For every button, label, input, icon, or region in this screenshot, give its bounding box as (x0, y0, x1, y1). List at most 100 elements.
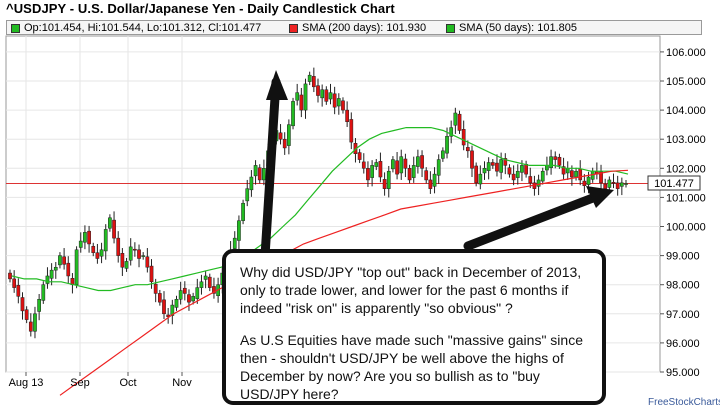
y-tick-label: 96.000 (666, 338, 700, 350)
y-tick-label: 100.000 (666, 222, 706, 234)
candle-up (416, 156, 420, 167)
candle-up (574, 170, 578, 178)
candle-up (449, 127, 454, 137)
candle-up (391, 159, 395, 170)
candle-up (624, 183, 628, 185)
candle-up (237, 220, 241, 241)
candle-up (170, 304, 175, 316)
candle-up (399, 156, 404, 174)
candle-down (578, 168, 583, 181)
candle-down (257, 167, 262, 181)
candle-down (311, 76, 316, 88)
candle-up (33, 313, 37, 332)
y-tick-label: 97.000 (666, 309, 700, 321)
candle-down (407, 168, 412, 181)
legend-ohlc-text: Op:101.454, Hi:101.544, Lo:101.312, Cl:1… (24, 22, 262, 34)
candle-up (124, 261, 129, 269)
candle-down (324, 89, 329, 102)
annotation-arrows (260, 70, 614, 261)
candle-up (441, 150, 445, 159)
footer-credit: FreeStockCharts (648, 397, 720, 408)
candle-up (520, 165, 524, 173)
legend-sma50-swatch-icon (446, 23, 455, 33)
callout-paragraph-2: As U.S Equities have made such "massive … (240, 332, 583, 402)
candle-down (465, 147, 470, 152)
callout-paragraph-1: Why did USD/JPY "top out" back in Decemb… (240, 264, 582, 316)
candle-down (153, 283, 158, 294)
candle-up (141, 255, 146, 257)
candle-up (486, 162, 491, 171)
candle-up (53, 266, 58, 271)
y-tick-label: 106.000 (666, 47, 706, 59)
candle-down (8, 272, 12, 280)
candle-up (515, 170, 520, 178)
sma200-line (59, 169, 629, 396)
legend-sma200-text: SMA (200 days): 101.930 (302, 22, 427, 34)
legend-ohlc-swatch-icon (11, 23, 20, 33)
legend-ohlc: Op:101.454, Hi:101.544, Lo:101.312, Cl:1… (11, 22, 261, 34)
x-axis: Aug 13 Sep Oct Nov (9, 372, 192, 389)
candle-up (328, 92, 333, 100)
x-tick-label: Oct (119, 377, 136, 389)
candle-up (536, 179, 541, 187)
candle-up (253, 165, 258, 177)
candle-up (103, 229, 108, 252)
candle-down (137, 249, 141, 259)
x-tick-label: Aug 13 (9, 377, 44, 389)
candle-down (345, 109, 349, 122)
candle-down (561, 166, 566, 175)
candle-down (182, 287, 187, 294)
y-tick-label: 102.000 (666, 163, 706, 175)
candle-up (291, 101, 295, 127)
candle-down (524, 163, 528, 175)
candle-up (108, 217, 112, 229)
last-price-marker: 101.477 (647, 175, 701, 191)
candle-up (453, 112, 458, 126)
candle-up (411, 165, 416, 178)
x-tick-label: Sep (70, 377, 90, 389)
candle-up (482, 168, 487, 174)
candle-down (366, 168, 370, 181)
arrow-shaft-right (463, 191, 603, 251)
y-tick-label: 101.000 (666, 192, 706, 204)
candle-up (549, 156, 553, 168)
candle-up (191, 296, 195, 302)
candle-up (478, 173, 483, 185)
y-tick-label: 98.000 (666, 280, 700, 292)
last-price-label: 101.477 (654, 178, 694, 190)
candle-down (457, 113, 462, 131)
candle-up (370, 165, 374, 178)
y-axis: 106.000 105.000 104.000 103.000 102.000 101.0… (660, 47, 706, 379)
candle-up (445, 136, 449, 154)
legend-sma200-swatch-icon (289, 23, 298, 33)
candle-down (87, 230, 91, 245)
candle-down (361, 161, 366, 169)
arrow-head-up-icon (266, 70, 288, 100)
candle-down (133, 248, 137, 251)
candle-down (24, 309, 29, 320)
candle-down (570, 170, 574, 178)
legend-bar: Op:101.454, Hi:101.544, Lo:101.312, Cl:1… (6, 20, 702, 35)
candle-up (232, 237, 237, 249)
candle-up (432, 173, 437, 187)
candle-down (582, 180, 587, 187)
candle-down (395, 160, 399, 175)
candle-down (470, 150, 474, 169)
arrow-head-right-icon (586, 186, 614, 208)
candle-up (83, 232, 87, 243)
candle-down (278, 132, 283, 140)
candle-down (461, 129, 466, 146)
candle-down (528, 176, 533, 184)
candle-up (565, 168, 570, 174)
candle-up (99, 249, 104, 257)
candle-up (436, 159, 441, 176)
candle-down (557, 156, 562, 166)
candle-down (116, 237, 121, 256)
candle-down (382, 179, 387, 189)
candle-down (91, 246, 96, 253)
candle-up (178, 290, 183, 300)
candle-up (37, 299, 41, 312)
arrow-shaft-up (260, 77, 281, 261)
candle-down (299, 94, 304, 111)
candle-up (195, 287, 200, 299)
